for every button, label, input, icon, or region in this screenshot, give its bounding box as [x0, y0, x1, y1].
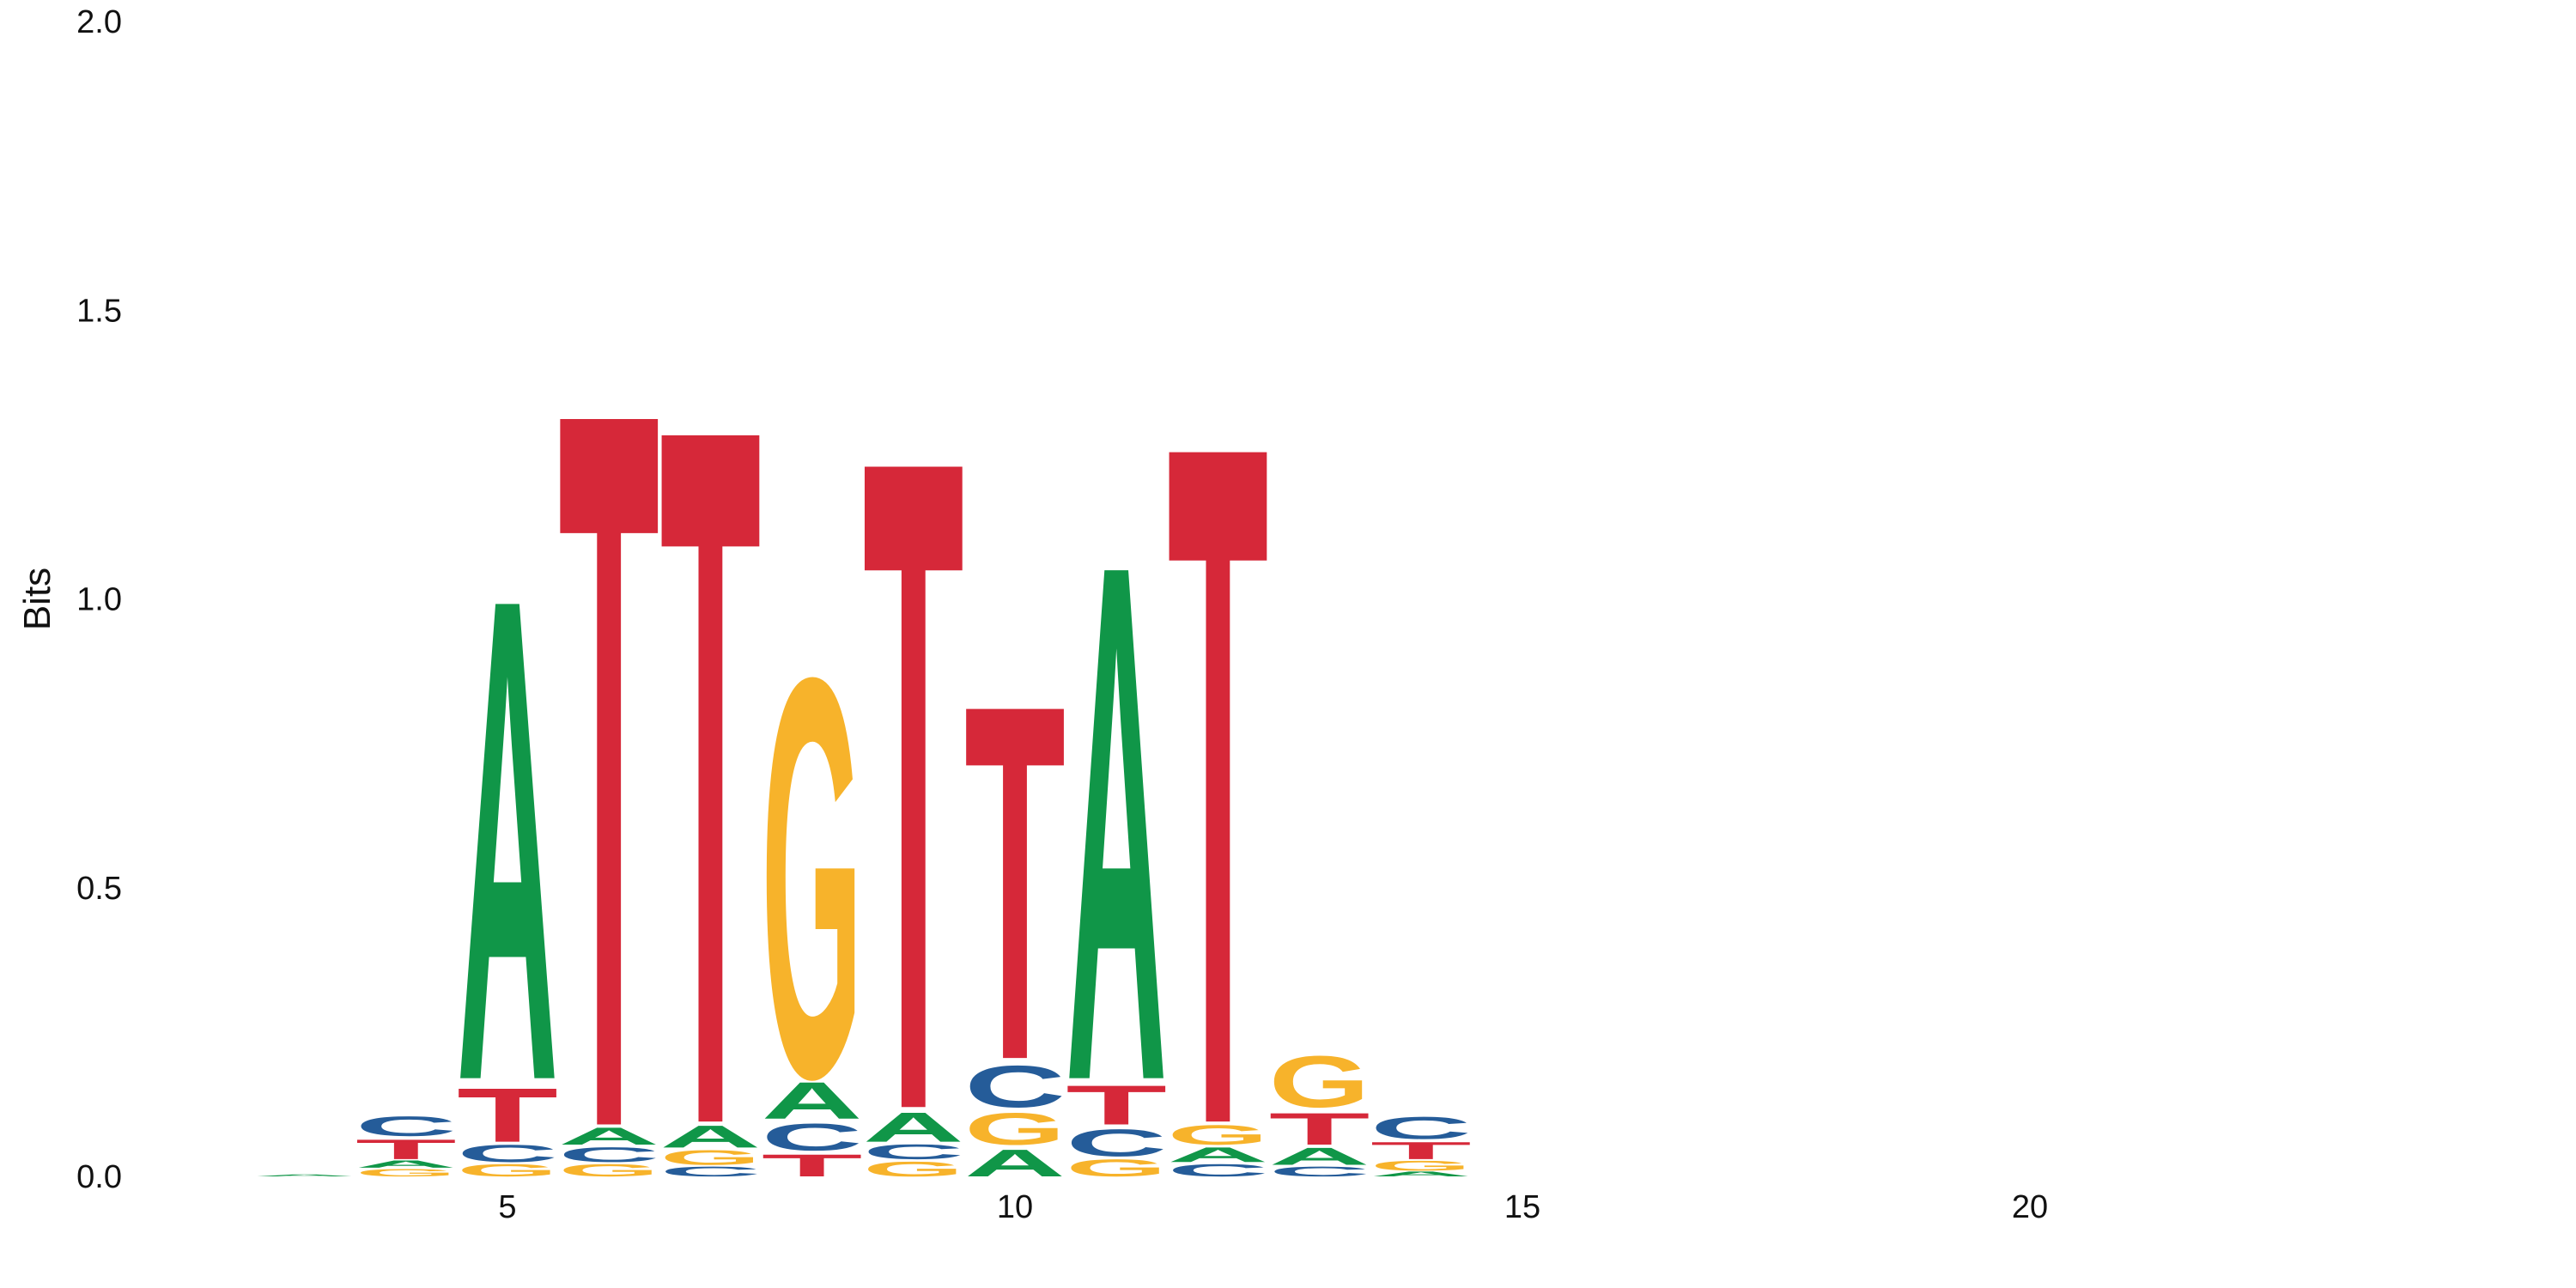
logo-letter-G: G: [762, 561, 863, 1198]
logo-letter-C: C: [762, 1116, 863, 1159]
logo-letter-A: A: [355, 1158, 457, 1170]
logo-letter-A: A: [964, 1142, 1066, 1185]
y-tick-label: 0.5: [76, 871, 122, 907]
logo-letter-G: G: [1269, 1042, 1370, 1123]
logo-letter-C: C: [1167, 1161, 1268, 1181]
logo-column-3: A: [254, 1174, 355, 1177]
x-tick-label: 10: [997, 1189, 1033, 1225]
logo-letter-G: G: [1167, 1120, 1268, 1151]
logo-letter-T: T: [1269, 1104, 1370, 1155]
logo-letter-C: C: [1370, 1110, 1472, 1145]
x-tick-label: 20: [2012, 1189, 2048, 1225]
logo-letter-T: T: [863, 264, 964, 1288]
y-tick-label: 1.5: [76, 293, 122, 329]
x-tick-label: 15: [1504, 1189, 1540, 1225]
y-axis-label-group: Bits: [16, 568, 58, 630]
logo-letter-T: T: [762, 1148, 863, 1183]
logo-letter-A: A: [1269, 1143, 1370, 1170]
logo-letter-G: G: [964, 1103, 1066, 1154]
logo-letter-G: G: [863, 1157, 964, 1181]
y-tick-label: 1.0: [76, 582, 122, 618]
logo-letter-A: A: [659, 1120, 761, 1155]
logo-letter-C: C: [863, 1140, 964, 1163]
logo-letter-A: A: [254, 1174, 355, 1177]
logo-letter-C: C: [558, 1143, 659, 1166]
logo-letter-A: A: [457, 455, 558, 1225]
logo-letter-T: T: [355, 1134, 457, 1165]
logo-letter-C: C: [355, 1110, 457, 1142]
logo-letter-A: A: [1066, 411, 1167, 1236]
logo-letter-T: T: [964, 599, 1066, 1166]
logo-letter-T: T: [1370, 1137, 1472, 1164]
logo-letter-T: T: [659, 220, 761, 1288]
logo-letter-G: G: [1370, 1157, 1472, 1173]
logo-letter-C: C: [659, 1163, 761, 1179]
logo-letter-A: A: [558, 1122, 659, 1150]
x-axis-ticks: 5 10 15 20: [498, 1189, 2048, 1225]
y-tick-label: 2.0: [76, 4, 122, 40]
logo-letter-T: T: [558, 197, 659, 1288]
logo-letter-C: C: [964, 1053, 1066, 1120]
logo-letter-G: G: [558, 1161, 659, 1181]
logo-letter-G: G: [659, 1146, 761, 1170]
logo-letter-T: T: [1066, 1073, 1167, 1136]
logo-letter-A: A: [762, 1072, 863, 1130]
y-axis-ticks: 0.0 0.5 1.0 1.5 2.0: [76, 4, 122, 1195]
logo-letter-T: T: [457, 1072, 558, 1158]
logo-letter-G: G: [1066, 1154, 1167, 1182]
x-tick-label: 5: [498, 1189, 516, 1225]
logo-letter-A: A: [1370, 1170, 1472, 1178]
y-tick-label: 0.0: [76, 1159, 122, 1195]
logo-letter-A: A: [1167, 1143, 1268, 1166]
logo-letter-C: C: [457, 1139, 558, 1167]
logo-letter-G: G: [355, 1167, 457, 1179]
logo-letter-G: G: [457, 1161, 558, 1181]
logo-letter-C: C: [1269, 1163, 1370, 1179]
y-axis-title: Bits: [16, 568, 58, 630]
logo-letter-T: T: [1167, 241, 1268, 1288]
logo-letter-C: C: [1066, 1121, 1167, 1164]
logo-letter-A: A: [863, 1103, 964, 1151]
